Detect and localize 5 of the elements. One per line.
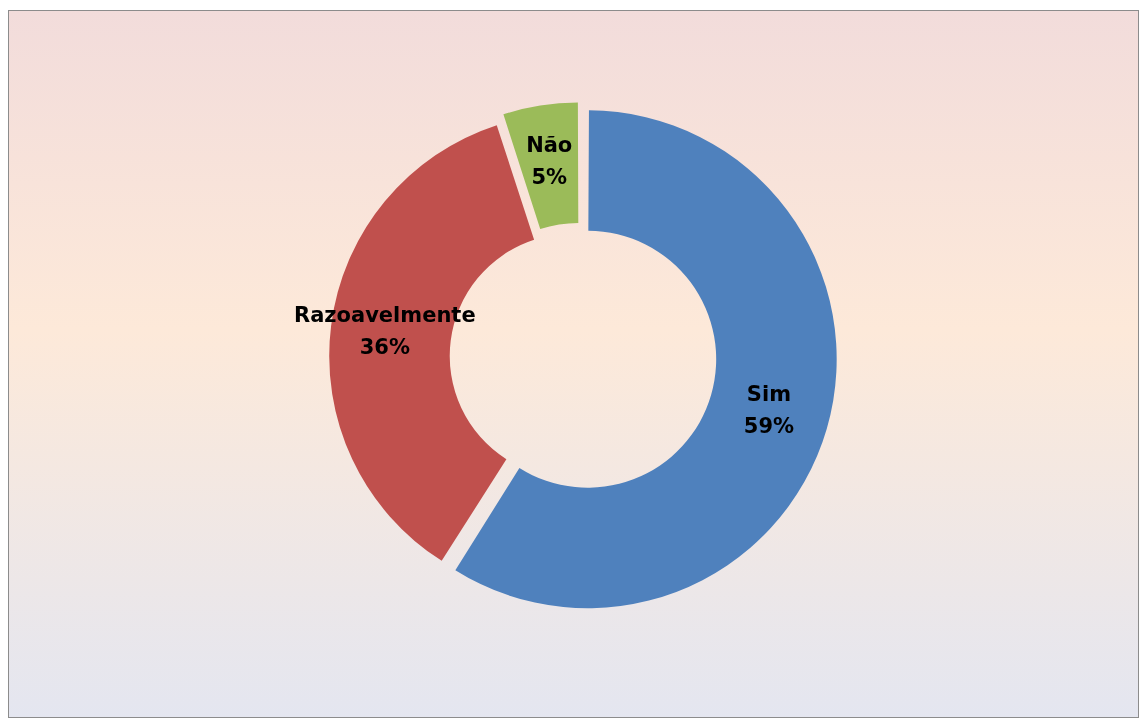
slice-label: Sim: [746, 382, 792, 407]
slice-label: Não: [526, 133, 573, 158]
data-label: 5%: [531, 165, 568, 190]
data-label: 36%: [359, 334, 410, 359]
data-label: 59%: [743, 414, 795, 439]
